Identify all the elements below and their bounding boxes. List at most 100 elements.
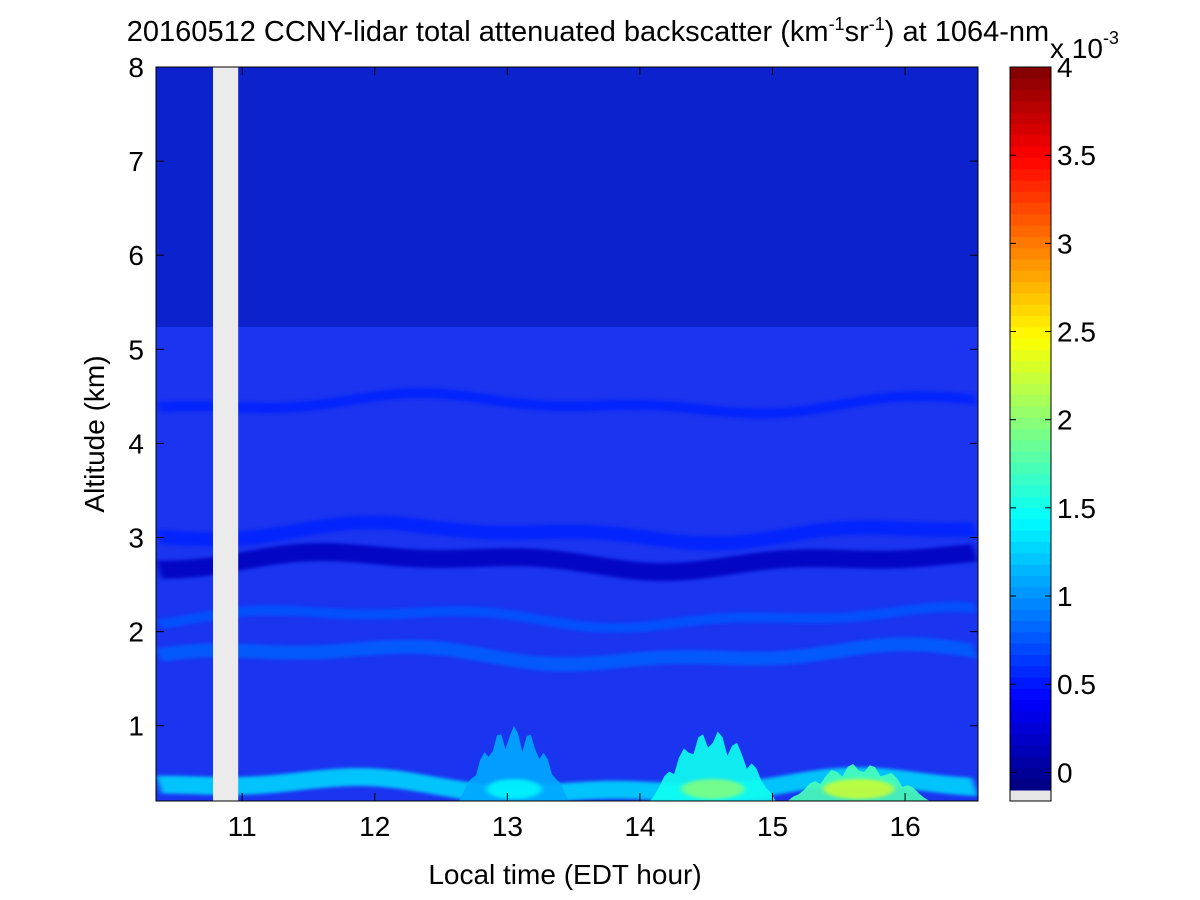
aerosol-layer [156, 387, 978, 419]
colorbar-step [1010, 484, 1051, 497]
colorbar-ticks: 0 0.5 1 1.5 2 2.5 3 3.5 4 [1010, 52, 1096, 788]
colorbar-tick-label: 1 [1057, 581, 1073, 612]
colorbar-step [1010, 733, 1051, 746]
y-tick-label: 2 [128, 617, 144, 648]
title-superscript-1: -1 [829, 14, 845, 34]
colorbar-step [1010, 89, 1051, 102]
y-tick-label: 5 [128, 334, 144, 365]
colorbar-tick-label: 0 [1057, 757, 1073, 788]
colorbar-step [1010, 191, 1051, 204]
colorbar-step [1010, 451, 1051, 463]
colorbar-step [1010, 304, 1051, 317]
colorbar-step [1010, 643, 1051, 655]
colorbar-step [1010, 699, 1051, 712]
x-axis: 11 12 13 14 15 16 [228, 67, 921, 842]
colorbar-step [1010, 518, 1051, 531]
colorbar-tick-label: 2.5 [1057, 317, 1096, 348]
colorbar-step [1010, 677, 1051, 689]
chart-title: 20160512 CCNY-lidar total attenuated bac… [127, 14, 1049, 48]
colorbar-step [1010, 67, 1051, 79]
colorbar-step [1010, 609, 1051, 622]
aerosol-layers [156, 387, 978, 801]
colorbar-step [1010, 225, 1051, 237]
colorbar-tick-label: 4 [1057, 52, 1073, 83]
aerosol-bursts [458, 725, 930, 801]
y-axis: 1 2 3 4 5 6 7 8 [128, 52, 978, 742]
colorbar-step [1010, 428, 1051, 441]
title-suffix: ) at 1064-nm [885, 16, 1049, 48]
colorbar-step [1010, 326, 1051, 339]
colorbar-step [1010, 134, 1051, 147]
colorbar-step [1010, 439, 1051, 452]
colorbar-step [1010, 586, 1051, 599]
colorbar-step [1010, 349, 1051, 362]
colorbar-below-range [1010, 790, 1051, 801]
y-tick-label: 6 [128, 240, 144, 271]
aerosol-layer [156, 543, 978, 581]
colorbar-step [1010, 179, 1051, 192]
colorbar-step [1010, 778, 1051, 791]
y-tick-label: 4 [128, 428, 144, 459]
x-tick-label: 15 [757, 811, 788, 842]
colorbar-step [1010, 281, 1051, 294]
colorbar-step [1010, 756, 1051, 768]
colorbar-exponent: x 10-3 [1050, 28, 1119, 64]
colorbar-step [1010, 213, 1051, 226]
colorbar-step [1010, 394, 1051, 407]
colorbar-tick-label: 3.5 [1057, 140, 1096, 171]
colorbar-step [1010, 146, 1051, 158]
y-tick-label: 3 [128, 523, 144, 554]
colorbar-step [1010, 417, 1051, 429]
colorbar-tick-label: 1.5 [1057, 493, 1096, 524]
colorbar-tick-label: 3 [1057, 228, 1073, 259]
colorbar-step [1010, 383, 1051, 396]
colorbar-step [1010, 631, 1051, 644]
heatmap [156, 67, 978, 801]
y-tick-label: 7 [128, 146, 144, 177]
x-tick-label: 11 [228, 811, 257, 842]
aerosol-burst-core [486, 779, 542, 799]
colorbar-step [1010, 597, 1051, 610]
x-tick-label: 13 [492, 811, 523, 842]
aerosol-layer [156, 515, 978, 551]
aerosol-layer [156, 637, 978, 672]
colorbar-step [1010, 112, 1051, 124]
colorbar-step [1010, 552, 1051, 565]
colorbar-step [1010, 620, 1051, 633]
x-axis-label: Local time (EDT hour) [428, 859, 701, 890]
colorbar-tick-label: 2 [1057, 405, 1073, 436]
colorbar-step [1010, 236, 1051, 249]
title-superscript-2: -1 [869, 14, 885, 34]
missing-data-gap [213, 67, 239, 801]
colorbar-step [1010, 247, 1051, 260]
x-tick-label: 16 [890, 811, 921, 842]
colorbar-step [1010, 722, 1051, 735]
colorbar-frame [1009, 66, 1052, 802]
colorbar-step [1010, 168, 1051, 181]
colorbar-step [1010, 372, 1051, 384]
colorbar-step [1010, 462, 1051, 475]
colorbar-step [1010, 575, 1051, 588]
aerosol-burst-core [681, 779, 745, 799]
colorbar-tick-label: 0.5 [1057, 669, 1096, 700]
aerosol-layer [156, 767, 978, 801]
title-prefix: 20160512 CCNY-lidar total attenuated bac… [127, 16, 829, 48]
colorbar-step [1010, 259, 1051, 271]
colorbar-step [1010, 123, 1051, 136]
colorbar-steps [1010, 67, 1051, 791]
colorbar-step [1010, 564, 1051, 576]
colorbar-step [1010, 541, 1051, 554]
colorbar-step [1010, 744, 1051, 757]
plot-frame [155, 66, 979, 802]
colorbar-step [1010, 270, 1051, 283]
x-tick-label: 12 [359, 811, 390, 842]
aerosol-burst-core [823, 779, 895, 799]
colorbar-step [1010, 688, 1051, 701]
colorbar-exponent-base: x 10 [1050, 33, 1103, 64]
title-units: sr [845, 16, 870, 48]
colorbar-step [1010, 710, 1051, 723]
colorbar-step [1010, 315, 1051, 328]
colorbar: 0 0.5 1 1.5 2 2.5 3 3.5 4 x 10-3 [1009, 28, 1119, 802]
colorbar-step [1010, 530, 1051, 542]
